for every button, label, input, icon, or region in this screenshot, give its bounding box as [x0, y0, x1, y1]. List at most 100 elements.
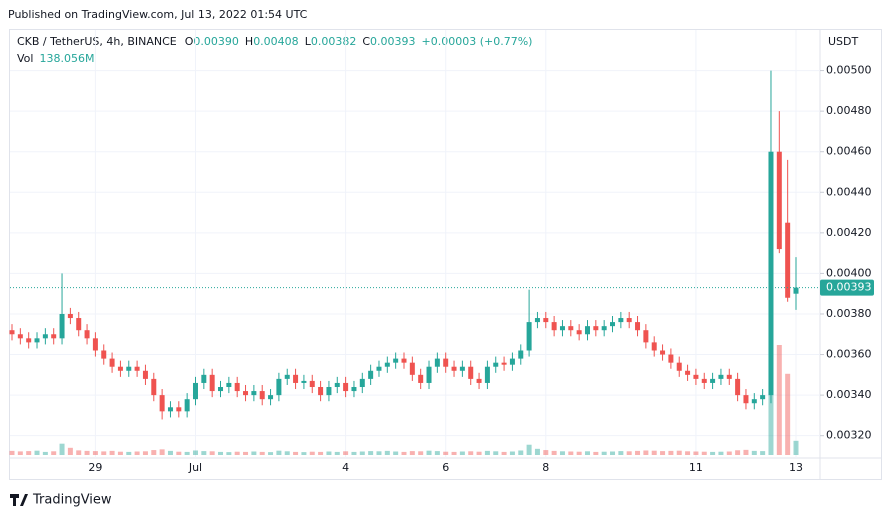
volume-bar: [142, 451, 148, 455]
footer-logo: [10, 494, 28, 506]
candle-body: [693, 374, 699, 379]
volume-bar: [643, 450, 649, 455]
candle-body: [84, 330, 90, 339]
candle-body: [301, 380, 307, 383]
volume-bar: [534, 448, 540, 455]
volume-bar: [443, 451, 449, 455]
volume-bar: [309, 451, 315, 455]
volume-bar: [626, 451, 632, 455]
volume-bar: [718, 451, 724, 455]
frame: [9, 29, 882, 480]
candle-body: [393, 358, 399, 363]
volume-bar: [509, 451, 515, 455]
volume-bar: [793, 440, 799, 455]
volume-bar: [618, 451, 624, 455]
volume-bar: [192, 450, 198, 455]
volume-bar: [701, 451, 707, 455]
candle-body: [151, 378, 157, 396]
candle-body: [776, 151, 782, 250]
published-note: Published on TradingView.com, Jul 13, 20…: [8, 8, 308, 21]
candle-body: [735, 378, 741, 396]
ohlc-key: H: [245, 35, 253, 48]
candle-body: [409, 362, 415, 375]
candle-body: [126, 366, 132, 371]
candle-body: [34, 338, 40, 343]
volume-bar: [326, 451, 332, 455]
volume-key: Vol: [17, 52, 33, 65]
x-tick-label: Jul: [188, 461, 202, 474]
volume-bar: [710, 451, 716, 455]
volume-bar: [576, 451, 582, 455]
candle-body: [751, 399, 757, 404]
change: +0.00003 (+0.77%): [422, 35, 533, 48]
candle-body: [443, 358, 449, 367]
volume-bar: [601, 451, 607, 455]
candle-body: [334, 382, 340, 388]
volume-bar: [593, 451, 599, 455]
volume-bar: [101, 451, 107, 455]
footer-brand: TradingView: [32, 493, 112, 508]
volume-bar: [409, 451, 415, 455]
ohlc-value: 0.00390: [193, 35, 239, 48]
candle-body: [543, 318, 549, 323]
candle-body: [559, 326, 565, 331]
symbol: CKB / TetherUS, 4h, BINANCE: [17, 35, 177, 48]
volume-bar: [167, 450, 173, 455]
volume-bar: [384, 450, 390, 455]
volume-bar: [393, 451, 399, 455]
volume-bar: [259, 451, 265, 455]
volume-bar: [234, 451, 240, 455]
candle-body: [368, 370, 374, 379]
candle-body: [351, 387, 357, 392]
candle-body: [518, 350, 524, 359]
candle-body: [635, 322, 641, 331]
candle-body: [576, 330, 582, 335]
volume-bar: [426, 450, 432, 455]
candle-body: [159, 395, 165, 412]
candle-body: [243, 391, 249, 396]
candle-body: [701, 378, 707, 383]
candle-body: [59, 313, 65, 339]
volume-bar: [284, 451, 290, 455]
volume-bar: [401, 451, 407, 455]
volume-legend: Vol 138.056M: [17, 52, 94, 65]
volume-bar: [760, 451, 766, 455]
volume-bar: [92, 451, 98, 455]
volume-bar: [726, 451, 732, 455]
candle-body: [26, 338, 32, 343]
y-tick-label: 0.00460: [826, 145, 872, 158]
candle-body: [493, 362, 499, 367]
volume-bar: [685, 451, 691, 455]
volume-bar: [501, 451, 507, 455]
y-tick-label: 0.00340: [826, 388, 872, 401]
candle-body: [785, 222, 791, 298]
candle-body: [618, 318, 624, 323]
volume-bar: [34, 450, 40, 455]
y-tick-label: 0.00400: [826, 266, 872, 279]
volume-bar: [459, 451, 465, 455]
candle-body: [468, 366, 474, 379]
candle-body: [459, 366, 465, 371]
candle-body: [42, 334, 48, 339]
candle-body: [743, 395, 749, 404]
candle-body: [259, 391, 265, 400]
volume-bar: [551, 450, 557, 455]
volume-bar: [276, 450, 282, 455]
volume-bar: [134, 451, 140, 455]
candle-body: [192, 382, 198, 400]
volume-bar: [676, 450, 682, 455]
x-tick-label: 29: [88, 461, 102, 474]
volume-bar: [301, 452, 307, 455]
y-tick-label: 0.00480: [826, 104, 872, 117]
volume-bar: [293, 451, 299, 455]
volume-bar: [117, 451, 123, 455]
volume-bar: [334, 451, 340, 455]
volume-bar: [668, 450, 674, 455]
ohlc-key: L: [305, 35, 312, 48]
ohlc-key: O: [185, 35, 194, 48]
candle-body: [676, 362, 682, 371]
candle-body: [626, 318, 632, 323]
candle-body: [501, 362, 507, 365]
candle-body: [534, 318, 540, 323]
